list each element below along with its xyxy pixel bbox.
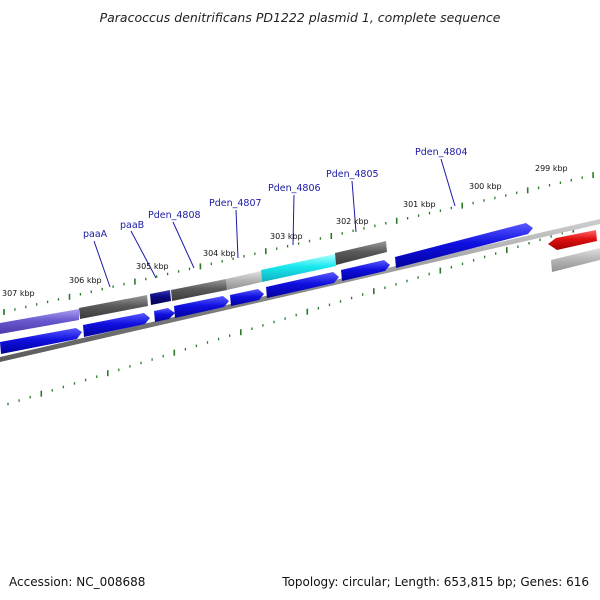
gene-gray-dark (79, 295, 148, 319)
gene-labels: paaA paaB Pden_4808 Pden_4807 Pden_4806 … (83, 147, 468, 240)
gene-lane-lower (0, 223, 533, 354)
topology-summary: Topology: circular; Length: 653,815 bp; … (282, 575, 589, 589)
scale-ticks (3, 172, 597, 406)
gene-arrow-forward (395, 223, 533, 268)
accession-label: Accession: NC_008688 (9, 575, 146, 589)
gene-label-paaA: paaA (83, 229, 108, 240)
gene-label-leaders (93, 158, 456, 288)
gene-arrow-forward (341, 260, 390, 281)
gene-label-pden-4806: Pden_4806 (268, 183, 321, 194)
gene-lavender (0, 309, 79, 334)
gene-arrow-forward (154, 308, 175, 322)
scale-label: 300 kbp (469, 182, 502, 191)
scale-label: 301 kbp (403, 200, 436, 209)
gene-gray-light (551, 248, 600, 272)
gene-arrow-forward (174, 296, 229, 318)
scale-label: 307 kbp (2, 289, 35, 298)
scale-label: 302 kbp (336, 217, 369, 226)
scale-label: 304 kbp (203, 249, 236, 258)
scale-labels: 307 kbp 306 kbp 305 kbp 304 kbp 303 kbp … (2, 164, 568, 298)
gene-gray-dark (335, 241, 387, 265)
gene-label-pden-4805: Pden_4805 (326, 169, 379, 180)
gene-label-pden-4808: Pden_4808 (148, 210, 201, 221)
gene-gray-light (226, 271, 262, 290)
gene-navy (150, 290, 171, 305)
gene-arrow-forward (0, 328, 82, 354)
gene-gray-dark (171, 279, 227, 301)
gene-label-pden-4804: Pden_4804 (415, 147, 468, 158)
gene-label-pden-4807: Pden_4807 (209, 198, 262, 209)
gene-lane-upper (0, 230, 600, 334)
scale-label: 305 kbp (136, 262, 169, 271)
gene-red (548, 230, 597, 250)
gene-arrow-forward (83, 313, 150, 337)
gene-label-paaB: paaB (120, 220, 144, 231)
map-title: Paracoccus denitrificans PD1222 plasmid … (99, 10, 501, 25)
gene-cyan (261, 254, 336, 282)
gene-arrow-forward (230, 289, 264, 306)
scale-label: 303 kbp (270, 232, 303, 241)
scale-label: 306 kbp (69, 276, 102, 285)
scale-label: 299 kbp (535, 164, 568, 173)
gene-arrow-forward (266, 272, 339, 298)
